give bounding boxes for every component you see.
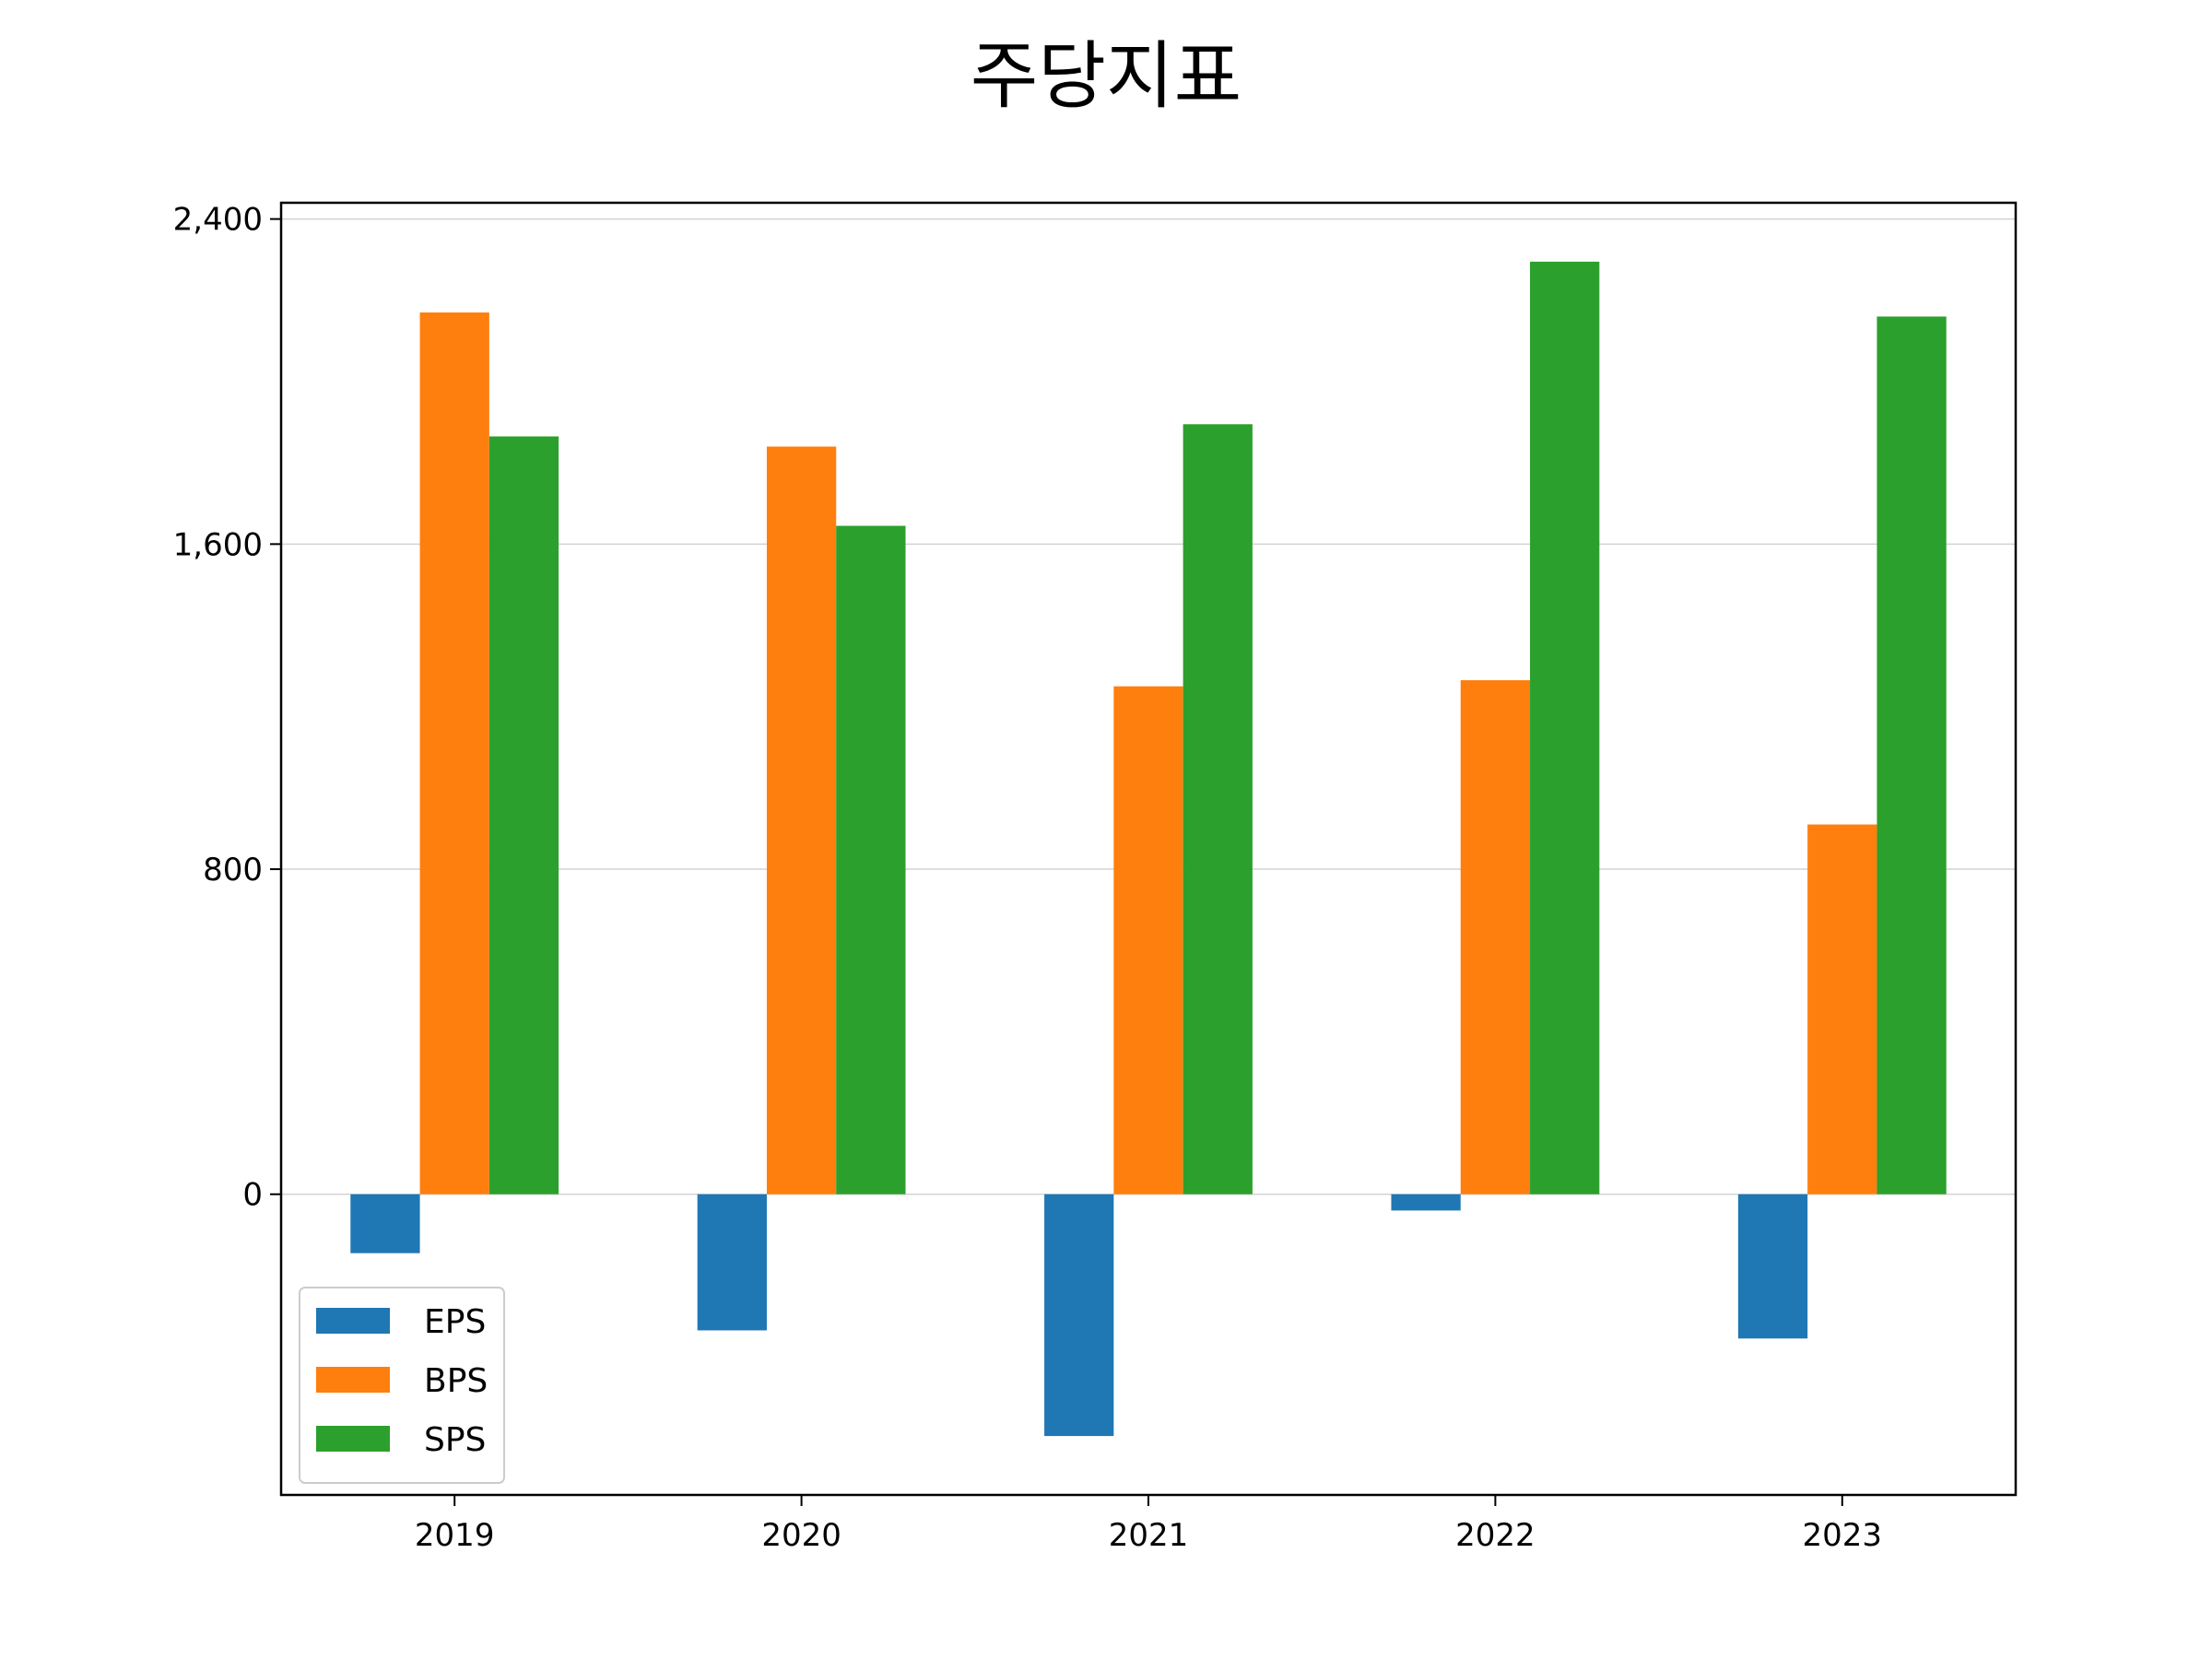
bar-sps-2019 — [488, 436, 559, 1194]
legend-swatch-eps — [316, 1308, 390, 1334]
legend-swatch-sps — [316, 1426, 390, 1452]
bars — [350, 261, 1947, 1437]
x-tick-label: 2023 — [1803, 1517, 1883, 1554]
bar-bps-2023 — [1807, 824, 1877, 1194]
chart-title: 주당지표 — [970, 33, 1242, 119]
bar-eps-2021 — [1044, 1194, 1114, 1437]
bar-sps-2021 — [1182, 424, 1253, 1194]
bar-sps-2022 — [1530, 261, 1600, 1194]
x-tick-label: 2019 — [415, 1517, 495, 1554]
bar-bps-2020 — [766, 446, 837, 1194]
bar-bps-2021 — [1113, 686, 1183, 1194]
bar-eps-2023 — [1737, 1194, 1808, 1339]
legend-label-sps: SPS — [424, 1421, 486, 1459]
bar-eps-2022 — [1391, 1194, 1461, 1211]
legend-label-eps: EPS — [424, 1303, 486, 1341]
bar-sps-2023 — [1877, 316, 1947, 1194]
bar-sps-2020 — [836, 525, 906, 1194]
axes: 0 800 1,600 2,400 2019 2020 2021 2022 2023 — [173, 202, 1882, 1554]
x-tick-label: 2022 — [1455, 1517, 1535, 1554]
legend-label-bps: BPS — [424, 1362, 488, 1400]
x-tick-label: 2021 — [1109, 1517, 1189, 1554]
y-tick-label: 2,400 — [173, 202, 263, 239]
bar-bps-2019 — [419, 312, 489, 1194]
y-tick-label: 0 — [242, 1177, 263, 1214]
bar-eps-2020 — [697, 1194, 767, 1331]
legend-swatch-bps — [316, 1367, 390, 1393]
bar-bps-2022 — [1460, 680, 1531, 1194]
legend[interactable]: EPS BPS SPS — [299, 1287, 505, 1484]
x-tick-label: 2020 — [761, 1517, 841, 1554]
bar-eps-2019 — [350, 1194, 420, 1253]
y-tick-label: 800 — [203, 852, 263, 888]
y-tick-label: 1,600 — [173, 526, 263, 563]
